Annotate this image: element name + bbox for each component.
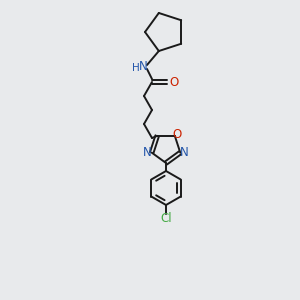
Text: Cl: Cl bbox=[160, 212, 172, 226]
Text: N: N bbox=[143, 146, 152, 159]
Text: N: N bbox=[139, 61, 147, 74]
Text: N: N bbox=[180, 146, 189, 159]
Text: O: O bbox=[169, 76, 178, 88]
Text: O: O bbox=[172, 128, 182, 141]
Text: H: H bbox=[132, 63, 140, 73]
